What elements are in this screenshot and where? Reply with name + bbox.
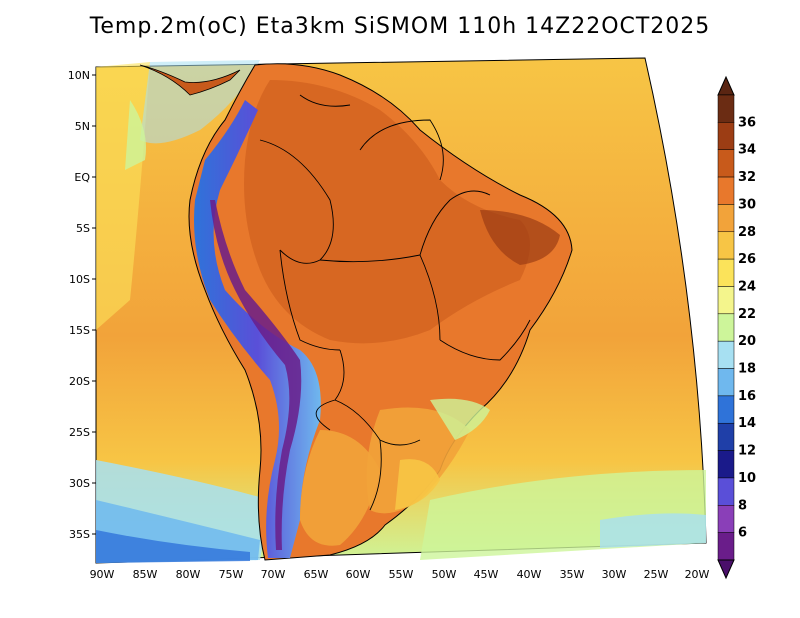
colorbar-label: 16 (738, 389, 756, 404)
lon-label: 35W (560, 568, 585, 581)
colorbar-swatch (717, 286, 735, 315)
colorbar-label: 32 (738, 170, 756, 185)
south-america-landmass (188, 63, 573, 561)
lon-label: 20W (685, 568, 710, 581)
lon-label: 55W (389, 568, 414, 581)
lat-label: 30S (69, 477, 90, 490)
lon-label: 75W (219, 568, 244, 581)
lon-label: 50W (432, 568, 457, 581)
colorbar-label: 34 (738, 143, 756, 158)
colorbar-label: 18 (738, 362, 756, 377)
lon-label: 30W (602, 568, 627, 581)
colorbar-label: 6 (738, 526, 747, 541)
lon-label: 45W (474, 568, 499, 581)
central-america (139, 64, 241, 96)
colorbar: 36 34 32 30 28 26 24 22 20 18 16 14 12 10 8 6 (717, 75, 756, 580)
colorbar-swatch (717, 340, 735, 369)
colorbar-label: 36 (738, 115, 756, 130)
lat-label: 35S (69, 528, 90, 541)
colorbar-swatch (717, 258, 735, 287)
colorbar-swatch (717, 176, 735, 205)
colorbar-swatch (717, 149, 735, 178)
lon-label: 80W (176, 568, 201, 581)
colorbar-label: 28 (738, 225, 756, 240)
lat-label: 5S (76, 222, 90, 235)
lat-label: 10S (69, 273, 90, 286)
lon-label: 60W (346, 568, 371, 581)
lat-label: 10N (68, 69, 90, 82)
colorbar-label: 14 (738, 416, 756, 431)
lon-axis: 90W 85W 80W 75W 70W 65W 60W 55W 50W 45W … (90, 568, 710, 581)
colorbar-label: 26 (738, 252, 756, 267)
colorbar-swatch (717, 94, 735, 123)
colorbar-swatch (717, 505, 735, 533)
colorbar-label: 12 (738, 444, 756, 459)
colorbar-swatch (717, 395, 735, 424)
colorbar-swatch (717, 122, 735, 150)
lat-label: EQ (74, 171, 90, 184)
colorbar-label: 22 (738, 307, 756, 322)
lat-label: 20S (69, 375, 90, 388)
colorbar-swatch (717, 477, 735, 506)
colorbar-label: 24 (738, 279, 756, 294)
colorbar-swatch (717, 368, 735, 397)
lat-label: 5N (75, 120, 90, 133)
lon-label: 25W (644, 568, 669, 581)
colorbar-swatch (717, 313, 735, 342)
lat-label: 25S (69, 426, 90, 439)
colorbar-swatch (717, 532, 735, 561)
lat-label: 15S (69, 324, 90, 337)
country-borders (259, 94, 531, 511)
colorbar-swatch (717, 231, 735, 260)
colorbar-swatch (717, 204, 735, 233)
colorbar-swatch (717, 422, 735, 451)
lon-label: 70W (261, 568, 286, 581)
colorbar-swatch (717, 450, 735, 479)
colorbar-label: 8 (738, 498, 747, 513)
lon-label: 65W (304, 568, 329, 581)
lon-label: 85W (133, 568, 158, 581)
lat-axis: 10N 5N EQ 5S 10S 15S 20S 25S 30S 35S (68, 69, 96, 541)
lon-label: 90W (90, 568, 115, 581)
colorbar-bottom-arrow (717, 559, 735, 580)
colorbar-label: 30 (738, 197, 756, 212)
map-title: Temp.2m(oC) Eta3km SiSMOM 110h 14Z22OCT2… (89, 14, 711, 39)
colorbar-top-arrow (717, 75, 735, 96)
lon-label: 40W (517, 568, 542, 581)
colorbar-label: 10 (738, 471, 756, 486)
colorbar-label: 20 (738, 334, 756, 349)
